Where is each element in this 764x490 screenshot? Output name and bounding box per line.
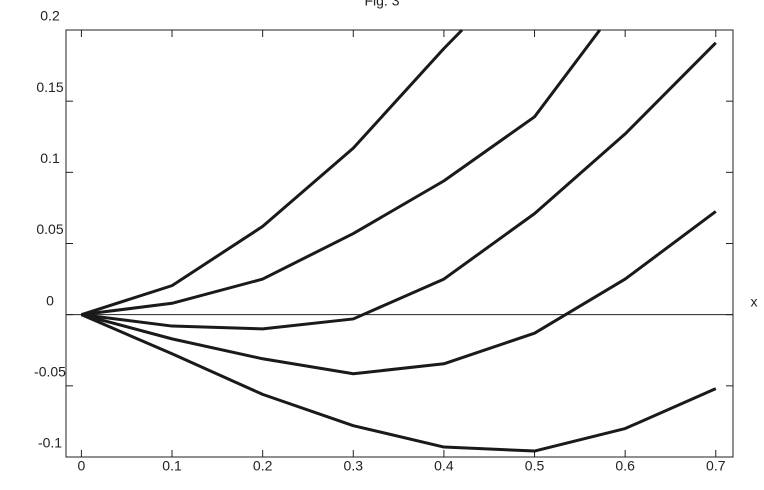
chart-title: Fig. 3	[364, 0, 399, 9]
x-tick-label: 0.5	[525, 458, 545, 474]
line-series	[81, 41, 717, 331]
line-series	[80, 28, 464, 317]
line-series	[80, 313, 717, 453]
x-tick-label: 0.1	[162, 458, 182, 474]
y-tick-label: 0	[46, 292, 54, 308]
line-series	[81, 210, 717, 376]
y-tick-label: 0.05	[36, 221, 63, 237]
x-tick-label: 0	[78, 458, 86, 474]
y-tick-label: 0.2	[40, 8, 60, 24]
x-axis-label: x	[751, 294, 758, 310]
x-tick-label: 0.6	[615, 458, 635, 474]
y-tick-label: 0.1	[40, 150, 60, 166]
y-tick-label: -0.1	[38, 435, 62, 451]
x-tick-label: 0.3	[344, 458, 364, 474]
plot-frame	[65, 29, 734, 458]
x-tick-label: 0.4	[434, 458, 454, 474]
y-tick-label: -0.05	[34, 364, 66, 380]
line-series	[81, 29, 601, 317]
y-tick-label: 0.15	[36, 79, 63, 95]
x-tick-label: 0.7	[706, 458, 726, 474]
x-tick-label: 0.2	[253, 458, 273, 474]
